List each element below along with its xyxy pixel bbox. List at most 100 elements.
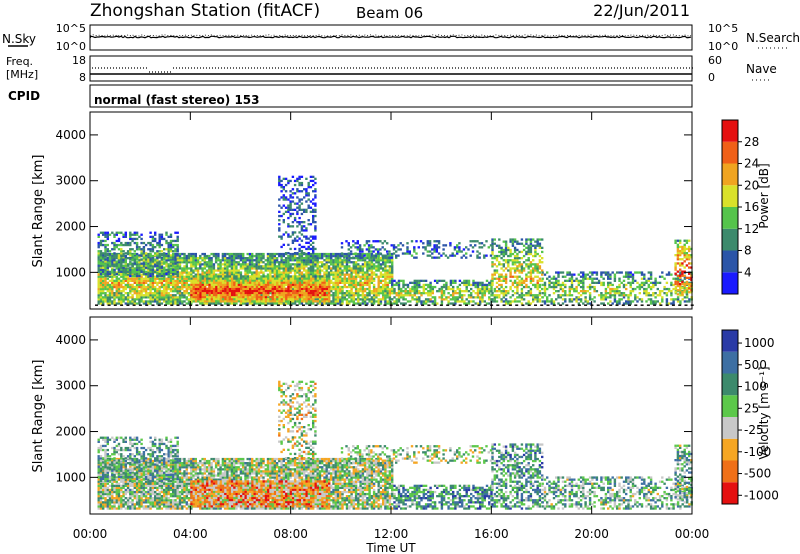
power-cell <box>154 233 157 236</box>
power-cell <box>366 279 369 282</box>
power-cell <box>113 273 116 276</box>
power-cell <box>165 268 168 271</box>
power-cell <box>149 302 152 305</box>
power-cell <box>382 273 385 276</box>
power-cell <box>332 302 335 305</box>
power-cell <box>226 300 229 303</box>
power-cell <box>287 210 290 213</box>
power-cell <box>289 267 292 270</box>
power-cell <box>228 261 231 264</box>
power-cell <box>117 292 121 295</box>
power-cell <box>133 269 136 272</box>
power-cell <box>217 283 220 286</box>
power-cell <box>303 257 306 260</box>
power-cell <box>341 259 344 262</box>
power-cell <box>298 275 301 278</box>
power-cell <box>228 302 231 305</box>
power-cell <box>219 267 222 270</box>
power-cell <box>233 275 236 278</box>
power-cell <box>294 279 297 282</box>
power-cell <box>312 295 315 299</box>
power-cell <box>255 295 259 299</box>
power-cell <box>115 246 118 249</box>
power-cell <box>404 287 407 291</box>
power-cell <box>350 296 353 299</box>
power-cell <box>176 302 179 305</box>
power-cell <box>106 250 109 253</box>
power-cell <box>199 265 202 268</box>
power-cell <box>361 285 365 289</box>
power-cell <box>357 263 360 266</box>
power-cell <box>163 290 166 293</box>
power-cell <box>393 290 396 293</box>
power-cell <box>350 257 353 260</box>
power-cell <box>334 279 337 282</box>
power-cell <box>264 289 268 293</box>
power-cell <box>452 287 455 291</box>
power-cell <box>156 254 159 257</box>
power-cell <box>140 258 143 261</box>
power-cell <box>135 292 139 295</box>
power-cell <box>99 264 103 267</box>
power-cell <box>174 296 177 299</box>
power-cell <box>472 281 475 284</box>
power-cell <box>156 266 159 269</box>
power-cell <box>323 287 326 290</box>
power-cell <box>124 252 127 255</box>
power-cell <box>262 265 265 268</box>
power-cell <box>255 271 258 274</box>
power-cell <box>138 235 141 238</box>
power-cell <box>165 271 168 274</box>
power-cell <box>233 277 236 280</box>
power-cell <box>307 277 311 280</box>
power-cell <box>174 300 177 303</box>
power-cell <box>244 283 247 286</box>
power-cell <box>174 279 177 282</box>
power-cell <box>264 267 267 270</box>
power-cell <box>285 277 288 280</box>
power-cell <box>276 275 279 278</box>
power-cell <box>397 296 401 299</box>
power-cell <box>242 283 245 286</box>
power-cell <box>248 257 252 260</box>
power-cell <box>491 263 494 266</box>
power-cell <box>192 279 195 282</box>
power-cell <box>102 285 105 289</box>
power-cell <box>298 206 301 209</box>
power-cell <box>249 300 252 303</box>
power-cell <box>206 287 209 290</box>
power-cell <box>282 269 285 272</box>
power-cell <box>359 279 362 282</box>
power-cell <box>375 292 378 295</box>
power-cell <box>479 300 482 303</box>
power-cell <box>309 273 313 276</box>
power-cell <box>511 259 515 262</box>
power-cell <box>454 292 457 295</box>
power-cell <box>382 298 385 301</box>
power-cell <box>242 257 245 260</box>
power-cell <box>301 275 304 278</box>
power-cell <box>140 262 143 265</box>
power-cell <box>529 290 533 293</box>
power-cell <box>117 254 121 257</box>
power-cell <box>219 261 222 264</box>
power-cell <box>249 291 252 295</box>
power-cell <box>321 298 324 301</box>
power-cell <box>386 273 389 276</box>
power-cell <box>131 267 134 270</box>
nsky-line <box>89 35 692 39</box>
power-cell <box>126 273 130 276</box>
power-cell <box>386 302 389 305</box>
power-cell <box>133 256 136 259</box>
power-cell <box>418 285 421 289</box>
power-cell <box>111 275 114 278</box>
power-cell <box>104 235 107 238</box>
power-cell <box>350 300 353 303</box>
power-cell <box>525 259 528 262</box>
power-cell <box>271 267 274 270</box>
power-cell <box>316 281 320 284</box>
power-cell <box>305 208 308 211</box>
power-cell <box>131 258 134 261</box>
power-cell <box>267 300 270 303</box>
power-cell <box>158 272 161 276</box>
